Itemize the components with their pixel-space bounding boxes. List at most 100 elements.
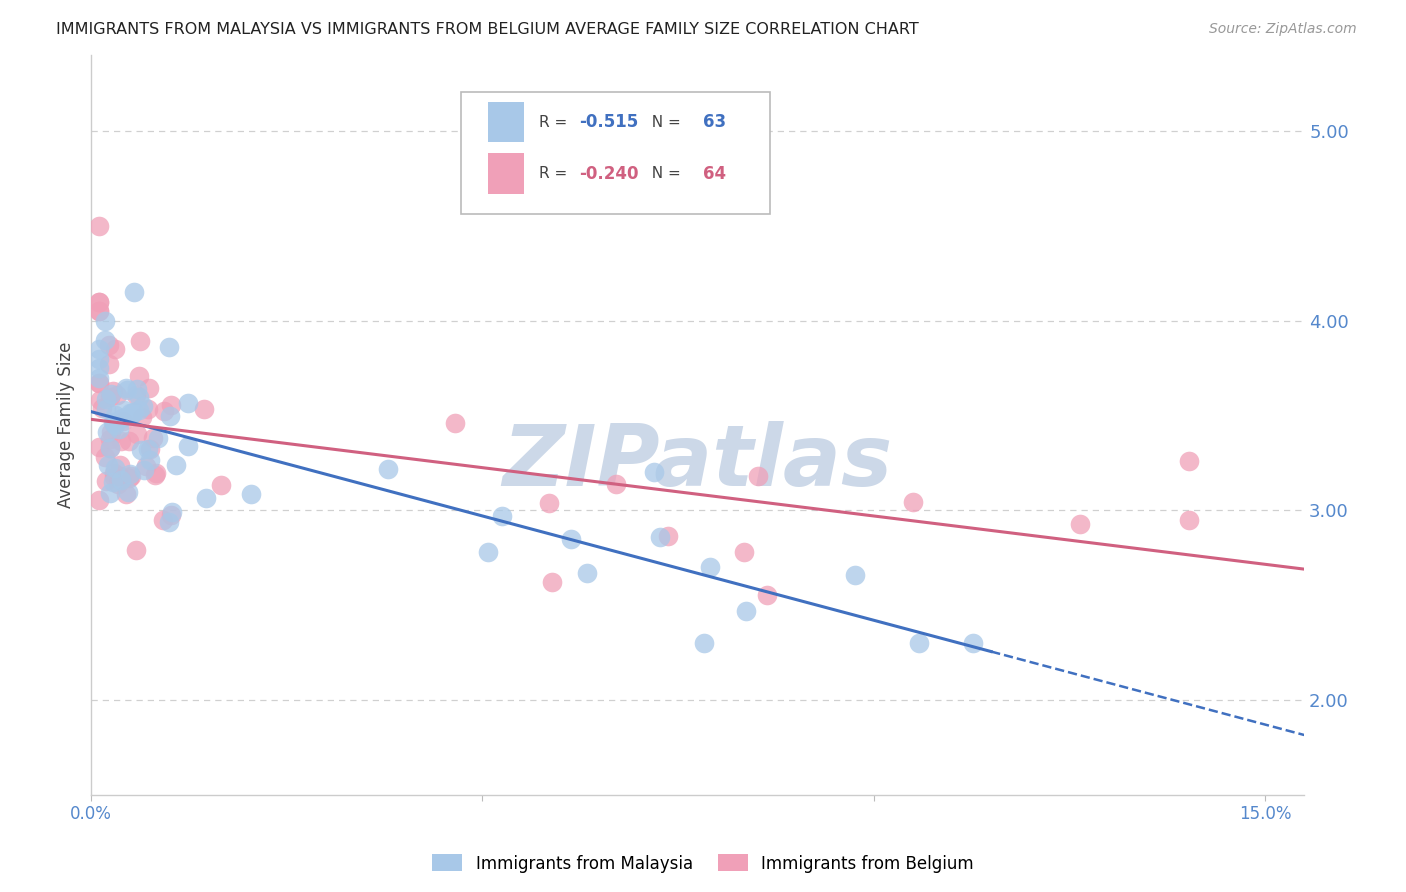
Immigrants from Malaysia <box>98 486 121 500</box>
Immigrants from Malaysia <box>114 381 136 395</box>
Immigrants from Belgium <box>98 442 121 456</box>
Immigrants from Malaysia <box>103 415 125 429</box>
Immigrants from Belgium <box>128 369 150 384</box>
Immigrants from Belgium <box>142 431 165 445</box>
Immigrants from Malaysia <box>239 486 262 500</box>
Text: 63: 63 <box>703 113 725 131</box>
Immigrants from Malaysia <box>165 458 187 473</box>
Text: N =: N = <box>643 114 686 129</box>
Immigrants from Malaysia <box>159 515 181 529</box>
Immigrants from Malaysia <box>160 505 183 519</box>
Immigrants from Malaysia <box>844 567 866 582</box>
Immigrants from Belgium <box>89 393 111 408</box>
Immigrants from Malaysia <box>693 636 716 650</box>
Immigrants from Belgium <box>540 574 562 589</box>
Immigrants from Malaysia <box>650 530 672 544</box>
Immigrants from Malaysia <box>118 467 141 481</box>
Immigrants from Malaysia <box>734 604 756 618</box>
Immigrants from Malaysia <box>560 533 582 547</box>
Immigrants from Belgium <box>115 486 138 500</box>
Immigrants from Belgium <box>110 434 132 449</box>
Immigrants from Belgium <box>100 425 122 439</box>
Immigrants from Belgium <box>87 376 110 391</box>
Immigrants from Malaysia <box>124 405 146 419</box>
Immigrants from Malaysia <box>94 314 117 328</box>
Immigrants from Malaysia <box>128 402 150 417</box>
Immigrants from Belgium <box>90 401 112 415</box>
Y-axis label: Average Family Size: Average Family Size <box>58 342 75 508</box>
Immigrants from Malaysia <box>159 409 181 423</box>
Immigrants from Malaysia <box>122 285 145 300</box>
Immigrants from Belgium <box>107 476 129 491</box>
Immigrants from Belgium <box>209 478 232 492</box>
Immigrants from Malaysia <box>97 458 120 472</box>
Immigrants from Belgium <box>152 404 174 418</box>
Immigrants from Belgium <box>193 401 215 416</box>
Immigrants from Malaysia <box>132 463 155 477</box>
Immigrants from Belgium <box>143 467 166 482</box>
Immigrants from Malaysia <box>96 402 118 417</box>
Immigrants from Malaysia <box>103 475 125 490</box>
Immigrants from Belgium <box>111 414 134 428</box>
Immigrants from Malaysia <box>908 636 931 650</box>
Immigrants from Malaysia <box>157 340 180 354</box>
Immigrants from Malaysia <box>121 407 143 421</box>
Immigrants from Malaysia <box>128 390 150 404</box>
Immigrants from Belgium <box>733 544 755 558</box>
Text: 64: 64 <box>703 165 725 183</box>
Immigrants from Belgium <box>747 468 769 483</box>
Text: ZIPatlas: ZIPatlas <box>502 421 893 504</box>
Immigrants from Malaysia <box>377 462 399 476</box>
Immigrants from Belgium <box>87 294 110 309</box>
Immigrants from Malaysia <box>104 417 127 432</box>
Immigrants from Belgium <box>110 458 132 472</box>
Immigrants from Malaysia <box>177 439 200 453</box>
Immigrants from Malaysia <box>125 382 148 396</box>
Immigrants from Malaysia <box>96 392 118 406</box>
Immigrants from Malaysia <box>477 545 499 559</box>
Immigrants from Belgium <box>118 470 141 484</box>
Immigrants from Malaysia <box>177 396 200 410</box>
Immigrants from Belgium <box>97 337 120 351</box>
Immigrants from Belgium <box>120 469 142 483</box>
Immigrants from Belgium <box>87 304 110 318</box>
Immigrants from Malaysia <box>89 351 111 366</box>
Immigrants from Malaysia <box>89 342 111 356</box>
Immigrants from Malaysia <box>112 402 135 417</box>
Immigrants from Belgium <box>89 294 111 309</box>
Immigrants from Malaysia <box>96 425 118 439</box>
Immigrants from Malaysia <box>108 422 131 436</box>
Immigrants from Malaysia <box>87 361 110 376</box>
Text: -0.240: -0.240 <box>579 165 638 183</box>
Immigrants from Belgium <box>104 343 127 357</box>
Bar <box>488 102 524 143</box>
Immigrants from Belgium <box>1069 516 1091 531</box>
Text: R =: R = <box>538 114 572 129</box>
Immigrants from Belgium <box>93 450 115 464</box>
Immigrants from Belgium <box>444 416 467 430</box>
Immigrants from Malaysia <box>643 465 665 479</box>
Immigrants from Belgium <box>108 468 131 483</box>
Immigrants from Belgium <box>903 494 925 508</box>
Immigrants from Malaysia <box>103 408 125 422</box>
Immigrants from Malaysia <box>491 508 513 523</box>
Immigrants from Belgium <box>657 529 679 543</box>
Immigrants from Malaysia <box>962 636 984 650</box>
Immigrants from Malaysia <box>138 452 160 467</box>
Immigrants from Belgium <box>538 495 561 509</box>
Immigrants from Belgium <box>1178 513 1201 527</box>
Immigrants from Malaysia <box>87 370 110 384</box>
Immigrants from Belgium <box>605 477 627 491</box>
Immigrants from Belgium <box>145 467 167 481</box>
Immigrants from Belgium <box>131 409 153 424</box>
Text: N =: N = <box>643 166 686 181</box>
Immigrants from Belgium <box>89 376 111 391</box>
Immigrants from Belgium <box>98 432 121 446</box>
Immigrants from Belgium <box>138 381 160 395</box>
Immigrants from Belgium <box>124 388 146 402</box>
Immigrants from Belgium <box>98 390 121 404</box>
Immigrants from Malaysia <box>699 560 721 574</box>
Immigrants from Belgium <box>125 543 148 558</box>
Immigrants from Malaysia <box>117 484 139 499</box>
Immigrants from Malaysia <box>120 406 142 420</box>
